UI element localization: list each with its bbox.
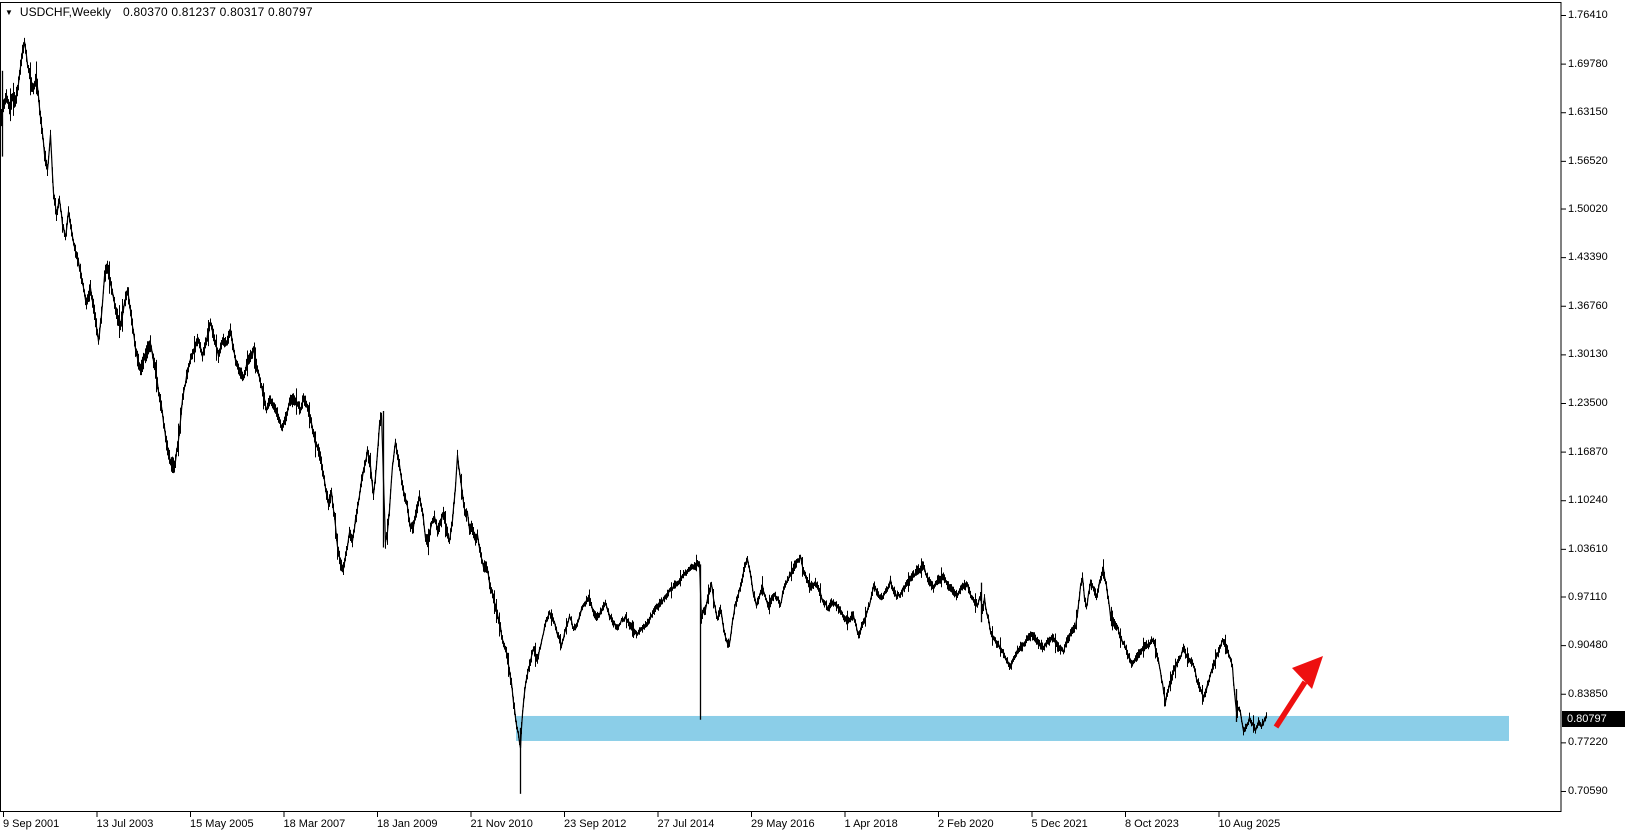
price-axis-label: 0.90480 xyxy=(1568,639,1608,652)
price-axis-label: 1.23500 xyxy=(1568,396,1608,409)
time-axis-label: 18 Jan 2009 xyxy=(377,818,438,830)
current-price-tag: 0.80797 xyxy=(1562,711,1625,728)
price-axis-label: 1.43390 xyxy=(1568,251,1608,264)
price-axis-label: 0.70590 xyxy=(1568,784,1608,797)
ohlc-values: 0.80370 0.81237 0.80317 0.80797 xyxy=(123,5,313,19)
plot-border xyxy=(0,2,1562,812)
price-axis-label: 1.56520 xyxy=(1568,154,1608,167)
time-axis-label: 10 Aug 2025 xyxy=(1218,818,1281,830)
support-zone-rectangle[interactable] xyxy=(516,715,1509,741)
price-axis-label: 1.10240 xyxy=(1568,494,1608,507)
time-axis-label: 21 Nov 2010 xyxy=(470,818,533,830)
time-axis-label: 29 May 2016 xyxy=(751,818,815,830)
symbol-timeframe-label: USDCHF,Weekly xyxy=(19,5,112,19)
time-axis-label: 18 Mar 2007 xyxy=(283,818,346,830)
price-axis-label: 0.77220 xyxy=(1568,736,1608,749)
price-axis-label: 1.69780 xyxy=(1568,57,1608,70)
time-axis-label: 27 Jul 2014 xyxy=(657,818,715,830)
time-axis-label: 2 Feb 2020 xyxy=(938,818,994,830)
price-axis-label: 1.50020 xyxy=(1568,202,1608,215)
time-axis-label: 13 Jul 2003 xyxy=(96,818,154,830)
quote-header: ▼ USDCHF,Weekly 0.80370 0.81237 0.80317 … xyxy=(5,4,313,20)
time-axis-label: 9 Sep 2001 xyxy=(3,818,60,830)
price-axis-label: 0.97110 xyxy=(1568,590,1607,603)
price-axis-label: 1.03610 xyxy=(1568,542,1608,555)
time-axis-label: 15 May 2005 xyxy=(190,818,254,830)
bullish-arrow-head[interactable] xyxy=(1292,656,1323,689)
bullish-arrow-shaft[interactable] xyxy=(1273,680,1308,729)
price-axis-label: 1.63150 xyxy=(1568,106,1608,119)
symbol-dropdown-icon[interactable]: ▼ xyxy=(5,7,13,17)
time-axis-label: 8 Oct 2023 xyxy=(1125,818,1179,830)
price-series-line xyxy=(0,41,1268,749)
time-axis-label: 23 Sep 2012 xyxy=(564,818,627,830)
price-series-bars xyxy=(0,37,1267,753)
price-axis-label: 1.76410 xyxy=(1568,9,1608,21)
price-axis-label: 1.36760 xyxy=(1568,299,1608,312)
price-axis-label: 1.30130 xyxy=(1568,348,1608,361)
price-axis-label: 1.16870 xyxy=(1568,445,1608,458)
time-axis-label: 1 Apr 2018 xyxy=(844,818,898,830)
time-axis-label: 5 Dec 2021 xyxy=(1031,818,1088,830)
price-axis-label: 0.83850 xyxy=(1568,687,1608,700)
